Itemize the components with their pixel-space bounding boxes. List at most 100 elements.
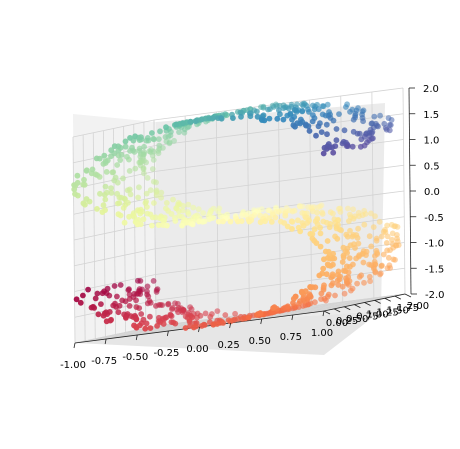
scatter-point <box>108 190 115 196</box>
scatter-point <box>324 238 331 244</box>
scatter-point <box>149 222 155 229</box>
scatter-point <box>341 127 348 134</box>
scatter-point <box>126 213 132 220</box>
scatter-point <box>126 291 133 298</box>
scatter-point <box>72 191 78 197</box>
scatter-point <box>368 243 375 250</box>
x-tick-mark <box>104 338 107 345</box>
y-tick-label: 1.75 <box>397 303 419 314</box>
scatter-point <box>206 216 213 223</box>
z-tick-label: -0.5 <box>424 213 444 224</box>
scatter-point <box>114 200 121 207</box>
scatter-point <box>272 214 279 221</box>
scatter-point <box>303 122 309 129</box>
scatter-point <box>136 145 143 152</box>
scatter-point <box>340 244 347 251</box>
scatter-point <box>245 314 252 321</box>
scatter-point <box>200 210 207 216</box>
x-tick-mark <box>291 314 294 321</box>
scatter-point <box>366 273 373 280</box>
scatter-point <box>366 261 372 268</box>
scatter-point <box>385 254 392 261</box>
scatter-point <box>372 213 378 220</box>
scatter-point <box>313 240 320 247</box>
x-tick-mark <box>73 342 76 349</box>
scatter-point <box>323 219 330 226</box>
scatter-point <box>124 187 131 194</box>
scatter-point <box>147 325 154 331</box>
x-tick-label: 0.50 <box>249 336 271 347</box>
scatter-point <box>155 222 162 229</box>
scatter-point <box>340 252 347 259</box>
scatter-point <box>339 140 346 147</box>
scatter-point <box>136 159 143 166</box>
scatter-point <box>265 106 271 113</box>
scatter-point <box>314 209 320 216</box>
scatter-point <box>371 113 378 120</box>
scatter-point <box>307 284 313 290</box>
scatter-point <box>138 311 145 317</box>
scatter-point <box>282 212 289 219</box>
scatter-point <box>280 116 287 123</box>
scatter-point <box>160 321 167 327</box>
z-tick-label: -1.5 <box>425 264 445 275</box>
scatter-point <box>321 256 327 263</box>
scatter-point <box>220 218 226 225</box>
scatter-point <box>153 303 159 309</box>
scatter-point <box>299 108 306 115</box>
y-tick-mark <box>323 310 331 315</box>
scatter-point <box>235 218 241 225</box>
scatter-point <box>319 211 326 217</box>
scatter-point <box>376 218 383 225</box>
scatter-point <box>102 196 109 203</box>
x-tick-label: -0.50 <box>122 352 148 363</box>
scatter-point <box>355 240 362 247</box>
scatter-point <box>117 212 124 219</box>
scatter-point <box>390 256 397 263</box>
scatter-point <box>318 296 324 302</box>
scatter-point <box>309 118 316 125</box>
scatter-points <box>71 100 402 332</box>
scatter-point <box>119 297 126 304</box>
scatter-point <box>280 105 287 112</box>
scatter-point <box>220 320 227 326</box>
scatter-point <box>358 272 365 279</box>
scatter-point <box>222 312 229 318</box>
scatter-point <box>353 255 359 262</box>
scatter-point <box>132 165 139 172</box>
x-tick-label: -0.75 <box>91 356 117 367</box>
scatter-point <box>372 253 378 259</box>
gridline <box>154 164 404 198</box>
tick-labels: -1.00 -0.75 -0.50 -0.25 0.00 0.25 0.50 0.75 1.00… <box>60 84 444 371</box>
scatter-point <box>71 182 77 188</box>
y-tick-label: 0.75 <box>356 312 378 323</box>
scatter-point <box>261 117 268 124</box>
scatter-point <box>388 221 395 228</box>
z-tick-label: 1.0 <box>424 136 440 147</box>
scatter-point <box>83 196 90 202</box>
scatter-point <box>164 222 170 229</box>
scatter-point <box>257 219 264 226</box>
x-tick-label: 0.00 <box>186 344 208 355</box>
scatter-point <box>77 299 84 306</box>
scatter-point <box>298 288 305 295</box>
scatter-point <box>133 324 140 331</box>
scatter-point <box>300 222 307 229</box>
scatter-point <box>370 224 377 231</box>
scatter-point <box>172 218 179 224</box>
scatter-point <box>321 144 328 151</box>
scatter-point <box>131 214 138 220</box>
scatter-point <box>289 226 295 232</box>
scatter-point <box>347 227 353 234</box>
scatter-point <box>127 191 134 198</box>
scatter-point <box>330 117 337 124</box>
scatter-point <box>386 122 393 128</box>
scatter-point <box>81 176 87 183</box>
scatter-point <box>135 277 141 284</box>
scatter-point <box>114 293 120 300</box>
scatter-point <box>346 218 352 225</box>
scatter-point <box>129 144 135 151</box>
y-tick-mark <box>384 297 391 302</box>
scatter-point <box>297 203 303 210</box>
